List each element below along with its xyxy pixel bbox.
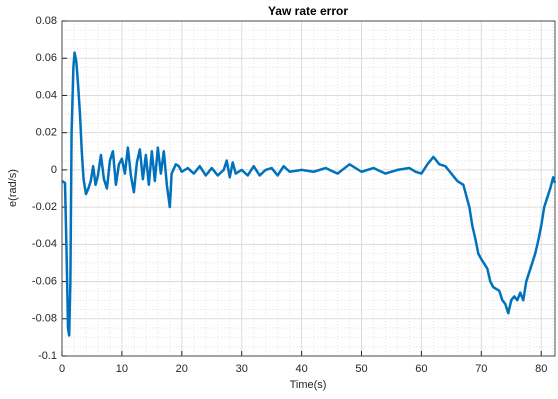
x-tick-label: 60 (415, 363, 427, 375)
y-tick-label: -0.06 (32, 275, 57, 287)
y-tick-label: 0.02 (36, 127, 57, 139)
x-tick-label: 20 (176, 363, 188, 375)
chart-title: Yaw rate error (268, 4, 348, 18)
data-line (61, 51, 557, 337)
x-tick-label: 10 (116, 363, 128, 375)
x-tick-label: 40 (295, 363, 307, 375)
y-tick-label: -0.08 (32, 313, 57, 325)
y-tick-label: 0 (51, 164, 57, 176)
y-tick-label: 0.06 (36, 52, 57, 64)
y-tick-label: 0.04 (36, 89, 57, 101)
y-tick-label: -0.04 (32, 238, 57, 250)
x-tick-label: 80 (535, 363, 547, 375)
y-tick-label: -0.02 (32, 201, 57, 213)
x-tick-label: 0 (59, 363, 65, 375)
y-axis-label: e(rad/s) (7, 169, 19, 207)
y-tick-label: -0.1 (38, 350, 57, 362)
x-tick-label: 70 (475, 363, 487, 375)
x-axis-label: Time(s) (290, 379, 327, 391)
x-tick-label: 50 (355, 363, 367, 375)
y-tick-label: 0.08 (36, 15, 57, 27)
x-tick-label: 30 (236, 363, 248, 375)
plot-frame (61, 20, 556, 357)
